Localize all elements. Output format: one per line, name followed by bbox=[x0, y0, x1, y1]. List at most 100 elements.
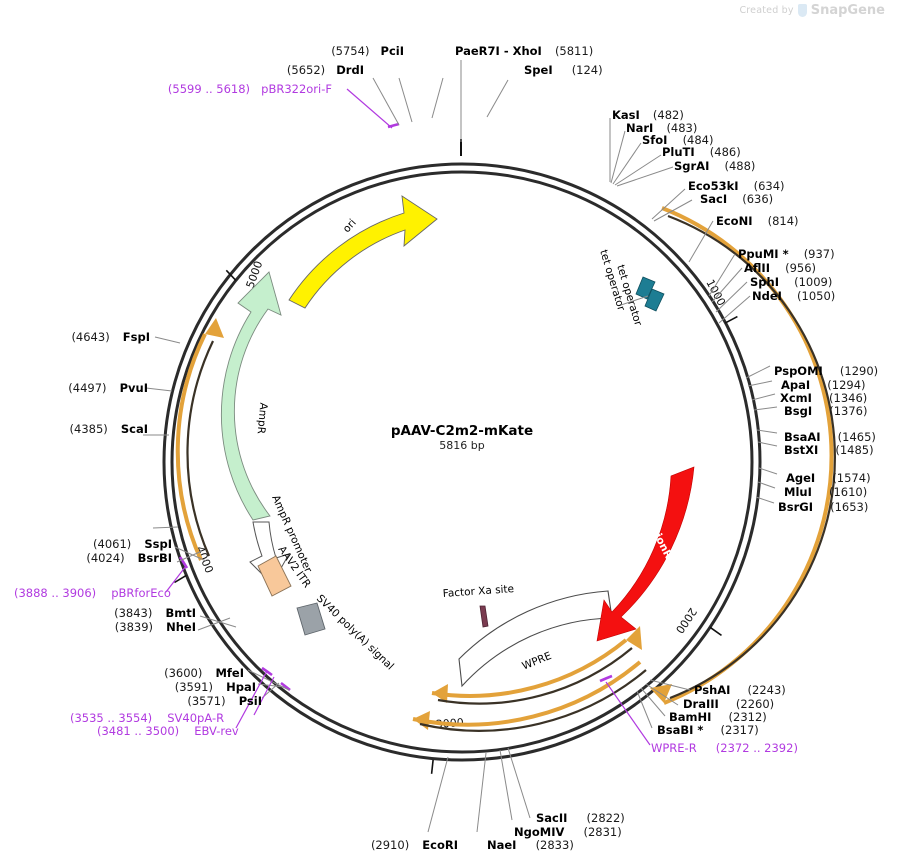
enzyme-label-sphi[interactable]: SphI (1009) bbox=[750, 271, 832, 290]
enzyme-label-bsabi[interactable]: BsaBI * (2317) bbox=[657, 719, 759, 738]
enzyme-pos-kasi: (482) bbox=[653, 108, 684, 122]
enzyme-label-naei[interactable]: NaeI (2833) bbox=[487, 834, 574, 853]
enzyme-label-fspi[interactable]: (4643) FspI bbox=[71, 326, 150, 345]
enzyme-label-agei[interactable]: AgeI (1574) bbox=[786, 467, 871, 486]
tick-label-2000: 2000 bbox=[673, 605, 699, 635]
enzyme-name-sphi: SphI bbox=[750, 275, 779, 289]
primer-label-pbrforeco[interactable]: (3888 .. 3906) pBRforEco bbox=[14, 582, 171, 601]
enzyme-label-apai[interactable]: ApaI (1294) bbox=[781, 374, 866, 393]
enzyme-pos-bmti: (3843) bbox=[114, 606, 152, 620]
enzyme-label-pvui[interactable]: (4497) PvuI bbox=[68, 377, 148, 396]
feature-sv40-polya[interactable]: SV40 poly(A) signal bbox=[296, 593, 396, 673]
feature-ampr[interactable]: AmpR bbox=[220, 271, 282, 521]
enzyme-name-saci: SacI bbox=[700, 192, 727, 206]
enzyme-label-draiii[interactable]: DraIII (2260) bbox=[683, 693, 774, 712]
enzyme-label-xcmi[interactable]: XcmI (1346) bbox=[780, 387, 867, 406]
enzyme-pos-bstxi: (1485) bbox=[835, 443, 873, 457]
enzyme-label-bstxi[interactable]: BstXI (1485) bbox=[784, 439, 874, 458]
feature-label-wpre: WPRE bbox=[520, 650, 553, 673]
enzyme-label-pspomi[interactable]: PspOMI (1290) bbox=[774, 360, 878, 379]
enzyme-label-nhei[interactable]: (3839) NheI bbox=[115, 616, 196, 635]
enzyme-name-apai: ApaI bbox=[781, 378, 810, 392]
enzyme-name-bmti: BmtI bbox=[165, 606, 196, 620]
enzyme-pos-sfoi: (484) bbox=[683, 133, 714, 147]
enzyme-name-xcmi: XcmI bbox=[780, 391, 812, 405]
enzyme-pos-xcmi: (1346) bbox=[829, 391, 867, 405]
enzyme-label-ecori[interactable]: (2910) EcoRI bbox=[371, 834, 458, 853]
enzyme-label-scai[interactable]: (4385) ScaI bbox=[70, 418, 148, 437]
enzyme-label-ngomiv[interactable]: NgoMIV (2831) bbox=[514, 821, 622, 840]
enzyme-label-sacii[interactable]: SacII (2822) bbox=[536, 807, 625, 826]
enzyme-label-kasi[interactable]: KasI (482) bbox=[612, 104, 684, 123]
primer-label-wpre-r[interactable]: WPRE-R (2372 .. 2392) bbox=[651, 737, 798, 756]
enzyme-label-aflii[interactable]: AflII (956) bbox=[744, 257, 816, 276]
enzyme-label-saci[interactable]: SacI (636) bbox=[700, 188, 773, 207]
enzyme-label-bsrbi[interactable]: (4024) BsrBI bbox=[86, 547, 172, 566]
plasmid-size: 5816 bp bbox=[439, 439, 484, 452]
enzyme-pos-bamhi: (2312) bbox=[729, 710, 767, 724]
primer-label-pbr322ori-f[interactable]: (5599 .. 5618) pBR322ori-F bbox=[168, 78, 332, 97]
enzyme-name-bsabi: BsaBI * bbox=[657, 723, 703, 737]
enzyme-label-mfei[interactable]: (3600) MfeI bbox=[164, 662, 244, 681]
enzyme-label-bsaai[interactable]: BsaAI (1465) bbox=[784, 426, 876, 445]
enzyme-label-spei[interactable]: SpeI (124) bbox=[524, 59, 603, 78]
enzyme-label-sgrai[interactable]: SgrAI (488) bbox=[674, 155, 755, 174]
enzyme-label-paer7i-xhoi[interactable]: PaeR7I - XhoI (5811) bbox=[455, 40, 593, 59]
enzyme-label-eco53ki[interactable]: Eco53kI (634) bbox=[688, 175, 785, 194]
feature-factor-xa-site[interactable]: Factor Xa site bbox=[442, 583, 514, 628]
enzyme-pos-sphi: (1009) bbox=[794, 275, 832, 289]
orf-arrowheads bbox=[205, 318, 672, 730]
primer-label-ebv-rev[interactable]: (3481 .. 3500) EBV-rev bbox=[97, 720, 239, 739]
enzyme-name-sacii: SacII bbox=[536, 811, 567, 825]
enzyme-label-econi[interactable]: EcoNI (814) bbox=[716, 210, 799, 229]
enzyme-label-sspi[interactable]: (4061) SspI bbox=[93, 533, 172, 552]
enzyme-label-mlui[interactable]: MluI (1610) bbox=[784, 481, 867, 500]
credit-prefix: Created by bbox=[739, 5, 794, 16]
enzyme-name-nari: NarI bbox=[626, 121, 653, 135]
primer-label-sv40pa-r[interactable]: (3535 .. 3554) SV40pA-R bbox=[70, 707, 224, 726]
enzyme-pos-drdi: (5652) bbox=[287, 63, 325, 77]
enzyme-pos-pluti: (486) bbox=[710, 145, 741, 159]
enzyme-name-sspi: SspI bbox=[144, 537, 172, 551]
enzyme-pos-bsaai: (1465) bbox=[838, 430, 876, 444]
enzyme-pos-aflii: (956) bbox=[785, 261, 816, 275]
enzyme-name-bstxi: BstXI bbox=[784, 443, 818, 457]
primer-name-pbrforeco: pBRforEco bbox=[111, 586, 171, 600]
primer-name-sv40pa-r: SV40pA-R bbox=[167, 711, 224, 725]
enzyme-name-bsgi: BsgI bbox=[784, 404, 812, 418]
enzyme-label-pluti[interactable]: PluTI (486) bbox=[662, 141, 741, 160]
snapgene-logo-icon bbox=[797, 4, 807, 17]
label-group-top: (5754) PciI (5652) DrdI PaeR7I - XhoI (5… bbox=[168, 40, 603, 97]
enzyme-pos-sgrai: (488) bbox=[724, 159, 755, 173]
enzyme-label-bamhi[interactable]: BamHI (2312) bbox=[669, 706, 767, 725]
enzyme-name-bsaai: BsaAI bbox=[784, 430, 821, 444]
enzyme-label-ppumi[interactable]: PpuMI * (937) bbox=[738, 243, 835, 262]
enzyme-label-drdi[interactable]: (5652) DrdI bbox=[287, 59, 364, 78]
label-group-right: PspOMI (1290) ApaI (1294) XcmI (1346) Bs… bbox=[774, 360, 878, 515]
feature-fusionred[interactable]: FusionRed bbox=[596, 466, 695, 642]
enzyme-label-bmti[interactable]: (3843) BmtI bbox=[114, 602, 196, 621]
enzyme-label-bsgi[interactable]: BsgI (1376) bbox=[784, 400, 867, 419]
feature-wpre[interactable]: WPRE bbox=[458, 590, 613, 688]
enzyme-label-ndei[interactable]: NdeI (1050) bbox=[752, 285, 835, 304]
enzyme-name-mlui: MluI bbox=[784, 485, 812, 499]
enzyme-label-nari[interactable]: NarI (483) bbox=[626, 117, 697, 136]
enzyme-label-pshai[interactable]: PshAI (2243) bbox=[694, 679, 786, 698]
label-group-left: (4385) ScaI (4497) PvuI (4643) FspI bbox=[68, 326, 150, 437]
label-group-bottom: SacII (2822) NgoMIV (2831) NaeI (2833) (… bbox=[371, 807, 625, 853]
enzyme-name-bamhi: BamHI bbox=[669, 710, 711, 724]
leader-lines bbox=[143, 60, 778, 833]
enzyme-pos-bsrbi: (4024) bbox=[86, 551, 124, 565]
enzyme-label-psii[interactable]: (3571) PsiI bbox=[187, 690, 262, 709]
feature-label-ori: ori bbox=[341, 217, 359, 235]
credit-brand: SnapGene bbox=[810, 3, 885, 18]
enzyme-label-sfoi[interactable]: SfoI (484) bbox=[642, 129, 714, 148]
primer-name-pbr322ori-f: pBR322ori-F bbox=[261, 82, 332, 96]
enzyme-name-naei: NaeI bbox=[487, 838, 516, 852]
enzyme-pos-saci: (636) bbox=[742, 192, 773, 206]
enzyme-pos-pspomi: (1290) bbox=[840, 364, 878, 378]
enzyme-label-hpai[interactable]: (3591) HpaI bbox=[175, 676, 256, 695]
enzyme-pos-eco53ki: (634) bbox=[754, 179, 785, 193]
enzyme-label-pcii[interactable]: (5754) PciI bbox=[331, 40, 404, 59]
enzyme-label-bsrgi[interactable]: BsrGI (1653) bbox=[778, 496, 868, 515]
